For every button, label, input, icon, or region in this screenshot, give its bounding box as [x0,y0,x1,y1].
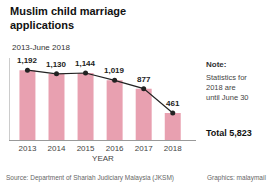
svg-text:2017: 2017 [135,144,153,153]
svg-text:Note:: Note: [206,60,226,69]
svg-text:1,019: 1,019 [104,66,125,75]
svg-text:Muslim child marriageapplicati: Muslim child marriageapplications [10,5,126,31]
svg-text:2016: 2016 [106,144,124,153]
svg-text:2014: 2014 [48,144,66,153]
svg-text:1,144: 1,144 [75,59,96,68]
svg-text:2013-June 2018: 2013-June 2018 [12,43,70,52]
svg-text:461: 461 [166,99,180,108]
svg-text:2018: 2018 [164,144,182,153]
svg-text:877: 877 [137,75,151,84]
svg-text:Statistics for2018 areuntil Ju: Statistics for2018 areuntil June 30 [206,73,249,102]
svg-text:YEAR: YEAR [92,154,114,163]
svg-text:Graphics: malaymail: Graphics: malaymail [207,174,266,182]
svg-text:Source: Department of Shariah: Source: Department of Shariah Judiciary … [6,174,174,182]
svg-text:2013: 2013 [19,144,37,153]
svg-text:2015: 2015 [77,144,95,153]
svg-text:Total 5,823: Total 5,823 [206,128,252,138]
svg-text:1,130: 1,130 [46,60,67,69]
svg-text:1,192: 1,192 [17,56,38,65]
